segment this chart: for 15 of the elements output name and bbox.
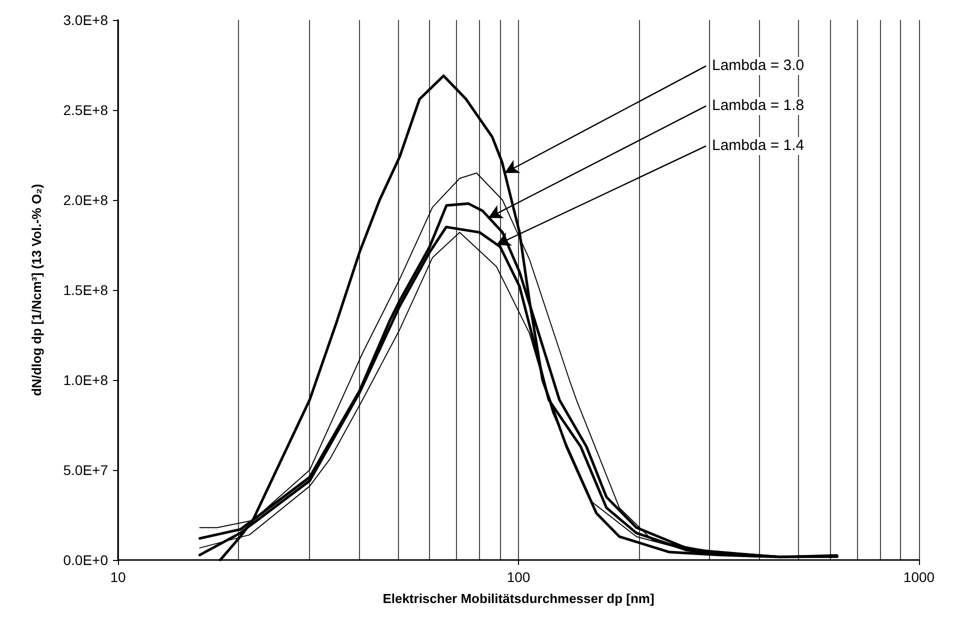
y-tick-label: 0.0E+0 <box>63 552 108 568</box>
annotation: Lambda = 1.8 <box>712 97 804 115</box>
y-tick-label: 5.0E+7 <box>63 462 108 478</box>
y-axis-title: dN/dlog dp [1/Ncm³] (13 Vol.-% O₂) <box>29 184 44 396</box>
y-tick-label: 2.5E+8 <box>63 102 108 118</box>
annotation: Lambda = 3.0 <box>712 57 804 75</box>
y-tick-label: 3.0E+8 <box>63 12 108 28</box>
x-tick-label: 100 <box>506 569 530 585</box>
y-tick-label: 1.0E+8 <box>63 372 108 388</box>
y-tick-label: 1.5E+8 <box>63 282 108 298</box>
x-axis-title: Elektrischer Mobilitätsdurchmesser dp [nm] <box>382 591 654 606</box>
x-tick-label: 10 <box>110 569 126 585</box>
x-tick-label: 1000 <box>903 569 935 585</box>
annotation: Lambda = 1.4 <box>712 137 804 155</box>
y-tick-label: 2.0E+8 <box>63 192 108 208</box>
